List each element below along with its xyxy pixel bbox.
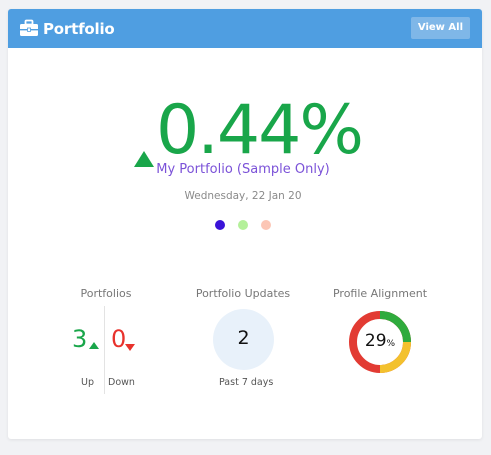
portfolios-label: Portfolios bbox=[80, 287, 132, 300]
down-label: Down bbox=[108, 377, 135, 388]
down-arrow-icon bbox=[125, 344, 135, 351]
alignment-donut-chart[interactable] bbox=[348, 310, 412, 374]
up-arrow-icon bbox=[89, 342, 99, 349]
up-label: Up bbox=[81, 377, 94, 388]
updown-divider bbox=[104, 306, 105, 394]
donut-green-segment bbox=[379, 311, 411, 343]
performance-date: Wednesday, 22 Jan 20 bbox=[184, 190, 302, 202]
portfolios-down-count: 0 bbox=[111, 325, 127, 353]
up-arrow-icon bbox=[134, 151, 154, 167]
portfolio-card: Portfolio View All 0.44% My Portfolio (S… bbox=[8, 9, 482, 439]
donut-yellow-segment bbox=[379, 341, 411, 373]
portfolio-name[interactable]: My Portfolio (Sample Only) bbox=[156, 162, 330, 177]
alignment-value: 29% bbox=[348, 331, 412, 351]
alignment-unit: % bbox=[386, 339, 396, 349]
portfolio-updates-label: Portfolio Updates bbox=[195, 287, 291, 300]
card-header: Portfolio View All bbox=[8, 9, 482, 48]
card-title: Portfolio bbox=[43, 20, 115, 38]
updates-count: 2 bbox=[237, 327, 250, 349]
portfolios-up-count: 3 bbox=[72, 325, 88, 353]
alignment-number: 29 bbox=[364, 331, 387, 351]
updates-caption: Past 7 days bbox=[219, 377, 274, 388]
profile-alignment-label: Profile Alignment bbox=[332, 287, 428, 300]
carousel-dot-1[interactable] bbox=[215, 220, 225, 230]
updates-count-circle[interactable]: 2 bbox=[213, 309, 274, 370]
view-all-button[interactable]: View All bbox=[410, 17, 470, 39]
performance-percentage: 0.44% bbox=[156, 91, 364, 170]
carousel-dot-2[interactable] bbox=[238, 220, 248, 230]
carousel-dot-3[interactable] bbox=[261, 220, 271, 230]
carousel-dots bbox=[8, 220, 482, 232]
briefcase-icon bbox=[20, 19, 38, 36]
